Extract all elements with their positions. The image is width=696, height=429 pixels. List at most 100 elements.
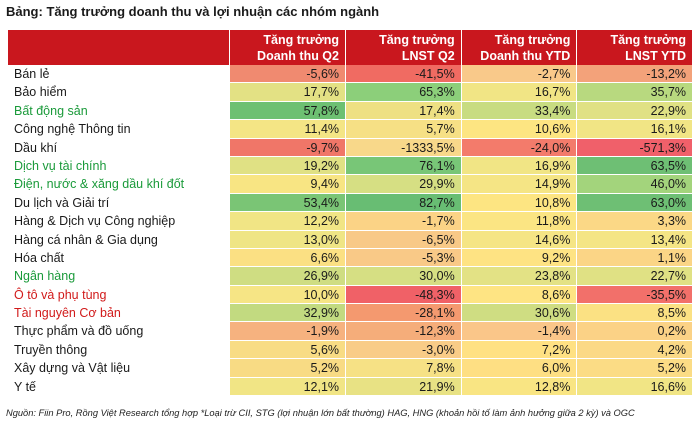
growth-cell: 4,2% — [577, 340, 693, 360]
growth-cell: 12,8% — [461, 377, 577, 397]
growth-cell: 5,6% — [230, 340, 346, 360]
table-row: Điện, nước & xăng dầu khí đốt 9,4% 29,9% 14… — [8, 175, 693, 194]
growth-cell: 30,0% — [346, 267, 461, 286]
growth-cell: 8,6% — [461, 285, 577, 305]
growth-cell: 5,2% — [577, 359, 693, 378]
sector-name: Bán lẻ — [14, 67, 50, 81]
growth-cell: 16,6% — [577, 377, 693, 397]
sector-name: Hàng & Dịch vụ Công nghiệp — [14, 214, 176, 229]
growth-cell: -28,1% — [346, 304, 461, 323]
growth-cell: 1,1% — [577, 248, 693, 268]
sector-name: Công nghệ Thông tin — [14, 122, 131, 137]
sector-name: Dầu khí — [14, 140, 58, 155]
growth-cell: -1,7% — [346, 212, 461, 231]
growth-cell: 8,5% — [577, 304, 693, 323]
growth-cell: 12,2% — [230, 212, 346, 231]
table-row: Ô tô và phụ tùng 10,0% -48,3% 8,6% -35,5% — [8, 285, 693, 305]
table-row: Hóa chất 6,6% -5,3% 9,2% 1,1% — [8, 248, 693, 268]
sector-name: Dịch vụ tài chính — [14, 158, 107, 173]
growth-cell: 11,8% — [461, 212, 577, 231]
growth-cell: 53,4% — [230, 193, 346, 213]
growth-cell: -24,0% — [461, 138, 577, 157]
table-row: Y tế 12,1% 21,9% 12,8% 16,6% — [8, 377, 693, 397]
growth-cell: 29,9% — [346, 175, 461, 194]
growth-cell: 35,7% — [577, 83, 693, 102]
sector-name: Xây dựng và Vật liệu — [14, 361, 131, 376]
sector-name: Bảo hiểm — [14, 85, 67, 100]
growth-cell: 10,6% — [461, 120, 577, 139]
sector-name: Bất động sản — [14, 103, 88, 118]
growth-cell: 14,6% — [461, 230, 577, 249]
table-body: Bán lẻ -5,6% -41,5% -2,7% -13,2% Bảo hiểm 17,7… — [8, 65, 693, 397]
growth-cell: 63,0% — [577, 193, 693, 213]
growth-cell: -13,2% — [577, 65, 693, 84]
growth-cell: -9,7% — [230, 138, 346, 157]
growth-cell: 7,8% — [346, 359, 461, 378]
growth-cell: 6,0% — [461, 359, 577, 378]
growth-cell: 30,6% — [461, 304, 577, 323]
table-row: Xây dựng và Vật liệu 5,2% 7,8% 6,0% 5,2% — [8, 359, 693, 378]
table-title: Bảng: Tăng trưởng doanh thu và lợi nhuận… — [6, 4, 380, 19]
sector-name: Hàng cá nhân & Gia dụng — [14, 232, 158, 247]
growth-cell: -48,3% — [346, 285, 461, 305]
table-row: Ngân hàng 26,9% 30,0% 23,8% 22,7% — [8, 267, 693, 286]
growth-cell: 5,7% — [346, 120, 461, 139]
table-row: Thực phẩm và đồ uống -1,9% -12,3% -1,4% 0,2% — [8, 322, 693, 341]
sector-name: Ngân hàng — [14, 269, 76, 284]
growth-cell: 9,4% — [230, 175, 346, 194]
table-row: Dịch vụ tài chính 19,2% 76,1% 16,9% 63,5% — [8, 156, 693, 176]
growth-cell: -1,9% — [230, 322, 346, 341]
growth-cell: 13,4% — [577, 230, 693, 249]
table-row: Tài nguyên Cơ bản 32,9% -28,1% 30,6% 8,5% — [8, 304, 693, 323]
growth-cell: 13,0% — [230, 230, 346, 249]
growth-cell: 12,1% — [230, 377, 346, 397]
growth-cell: 10,0% — [230, 285, 346, 305]
growth-cell: 23,8% — [461, 267, 577, 286]
sector-name: Hóa chất — [14, 250, 65, 265]
header-profit-ytd: Tăng trưởng LNST YTD — [577, 30, 693, 65]
growth-cell: 57,8% — [230, 101, 346, 121]
growth-cell: 19,2% — [230, 156, 346, 176]
growth-cell: 22,7% — [577, 267, 693, 286]
growth-cell: 46,0% — [577, 175, 693, 194]
growth-table: Tăng trưởng Doanh thu Q2 Tăng trưởng LNS… — [8, 30, 693, 397]
table-row: Truyền thông 5,6% -3,0% 7,2% 4,2% — [8, 340, 693, 360]
growth-cell: 16,1% — [577, 120, 693, 139]
growth-cell: 26,9% — [230, 267, 346, 286]
growth-cell: -571,3% — [577, 138, 693, 157]
growth-cell: -1,4% — [461, 322, 577, 341]
growth-cell: 3,3% — [577, 212, 693, 231]
growth-cell: 76,1% — [346, 156, 461, 176]
growth-cell: 21,9% — [346, 377, 461, 397]
table-header: Tăng trưởng Doanh thu Q2 Tăng trưởng LNS… — [8, 30, 693, 65]
growth-cell: 17,4% — [346, 101, 461, 121]
header-profit-q2: Tăng trưởng LNST Q2 — [346, 30, 461, 65]
growth-cell: 7,2% — [461, 340, 577, 360]
sector-name: Y tế — [14, 379, 37, 394]
table-row: Bảo hiểm 17,7% 65,3% 16,7% 35,7% — [8, 83, 693, 102]
growth-cell: -5,3% — [346, 248, 461, 268]
growth-cell: -3,0% — [346, 340, 461, 360]
sector-name: Tài nguyên Cơ bản — [14, 306, 121, 321]
growth-cell: -41,5% — [346, 65, 461, 84]
header-revenue-q2: Tăng trưởng Doanh thu Q2 — [230, 30, 345, 65]
growth-cell: -1333,5% — [346, 138, 461, 157]
table-row: Công nghệ Thông tin 11,4% 5,7% 10,6% 16,1% — [8, 120, 693, 139]
growth-cell: 0,2% — [577, 322, 693, 341]
sector-name: Ô tô và phụ tùng — [14, 287, 107, 302]
source-note: Nguồn: Fiin Pro, Rồng Việt Research tổng… — [6, 408, 635, 418]
table-row: Bán lẻ -5,6% -41,5% -2,7% -13,2% — [8, 65, 693, 84]
sector-name: Truyền thông — [14, 342, 88, 357]
growth-cell: -6,5% — [346, 230, 461, 249]
sector-name: Điện, nước & xăng dầu khí đốt — [14, 177, 185, 192]
table-row: Hàng cá nhân & Gia dụng 13,0% -6,5% 14,6% 13… — [8, 230, 693, 249]
growth-cell: -12,3% — [346, 322, 461, 341]
table-row: Bất động sản 57,8% 17,4% 33,4% 22,9% — [8, 101, 693, 121]
growth-cell: 65,3% — [346, 83, 461, 102]
growth-cell: 17,7% — [230, 83, 346, 102]
growth-cell: -5,6% — [230, 65, 346, 84]
growth-cell: 5,2% — [230, 359, 346, 378]
growth-cell: -2,7% — [461, 65, 577, 84]
growth-cell: 16,9% — [461, 156, 577, 176]
growth-cell: 63,5% — [577, 156, 693, 176]
